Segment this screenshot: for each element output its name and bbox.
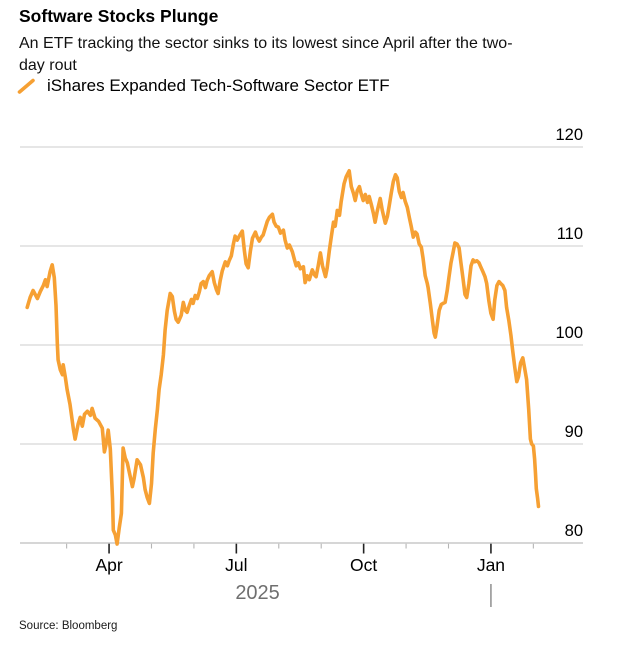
x-axis-year-label: 2025 — [235, 582, 280, 604]
etf-price-line — [25, 169, 541, 546]
x-axis-month-label: Jul — [225, 555, 247, 575]
x-axis-month-label: Jan — [477, 555, 505, 575]
y-axis-label: 110 — [557, 225, 583, 243]
x-axis-month-label: Apr — [95, 555, 122, 575]
legend: iShares Expanded Tech-Software Sector ET… — [17, 76, 390, 96]
x-axis-month-label: Oct — [350, 555, 377, 575]
source-note: Source: Bloomberg — [19, 620, 118, 632]
chart-subtitle: An ETF tracking the sector sinks to its … — [19, 35, 513, 74]
chart-header: Software Stocks Plunge An ETF tracking t… — [19, 4, 605, 77]
chart-title: Software Stocks Plunge — [19, 6, 219, 26]
y-axis-label: 120 — [555, 126, 583, 144]
y-axis-label: 90 — [565, 423, 583, 441]
y-axis-label: 100 — [555, 324, 583, 342]
y-axis-label: 80 — [565, 522, 583, 540]
series-line-icon — [17, 78, 35, 94]
legend-series-label: iShares Expanded Tech-Software Sector ET… — [47, 76, 390, 95]
